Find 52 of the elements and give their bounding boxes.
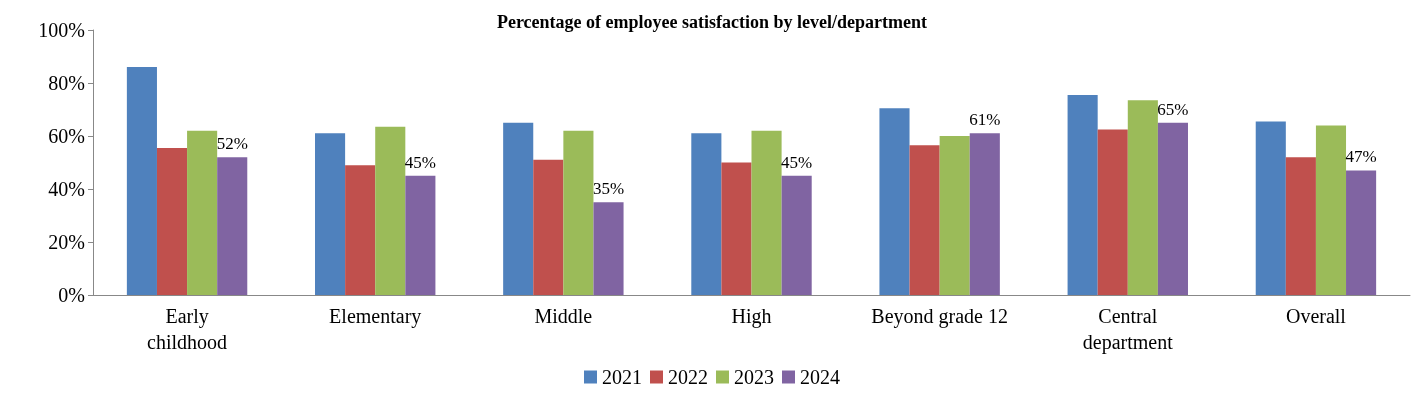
bar bbox=[879, 108, 910, 295]
y-tick-label: 60% bbox=[48, 125, 85, 147]
bar bbox=[375, 126, 406, 295]
data-label: 52% bbox=[216, 134, 248, 154]
y-tick-label: 40% bbox=[48, 178, 85, 200]
x-tick-label: Elementary bbox=[329, 305, 422, 328]
y-tick-label: 80% bbox=[48, 72, 85, 94]
x-tick-label: Central department bbox=[1082, 305, 1174, 354]
x-tick-label: High bbox=[731, 305, 772, 328]
bar bbox=[691, 133, 722, 295]
y-tick-label: 0% bbox=[58, 284, 85, 306]
bar bbox=[1346, 170, 1377, 295]
bar bbox=[1127, 100, 1158, 295]
bar bbox=[1157, 122, 1188, 295]
bar bbox=[1067, 94, 1098, 295]
data-label: 45% bbox=[781, 152, 813, 172]
bar bbox=[217, 157, 248, 295]
legend-label: 2024 bbox=[800, 366, 840, 388]
x-tick-label: Early childhood bbox=[147, 305, 228, 353]
legend-label: 2022 bbox=[668, 366, 708, 388]
y-tick-label: 100% bbox=[38, 19, 85, 41]
bar bbox=[533, 159, 564, 295]
bar bbox=[503, 122, 534, 295]
bar bbox=[345, 165, 376, 295]
data-label: 65% bbox=[1157, 99, 1189, 119]
legend-label: 2021 bbox=[602, 366, 642, 388]
bar bbox=[315, 133, 346, 295]
bar bbox=[909, 145, 940, 295]
bar bbox=[1255, 121, 1286, 295]
bar bbox=[405, 175, 436, 295]
y-tick-label: 20% bbox=[48, 231, 85, 253]
bar bbox=[1097, 129, 1128, 295]
bar bbox=[939, 136, 970, 295]
data-label: 45% bbox=[404, 152, 436, 172]
chart-title: Percentage of employee satisfaction by level/department bbox=[496, 12, 928, 32]
data-label: 61% bbox=[969, 110, 1001, 130]
bar bbox=[969, 133, 1000, 295]
bar bbox=[1315, 125, 1347, 295]
bar bbox=[751, 130, 782, 295]
bar bbox=[126, 67, 157, 295]
bar bbox=[156, 147, 188, 295]
bar bbox=[781, 175, 812, 295]
bar bbox=[721, 162, 752, 295]
data-label: 35% bbox=[592, 179, 625, 199]
bar bbox=[1285, 157, 1316, 295]
bar bbox=[563, 130, 594, 295]
x-tick-label: Overall bbox=[1285, 305, 1347, 327]
x-tick-label: Beyond grade 12 bbox=[871, 305, 1008, 328]
legend-label: 2023 bbox=[734, 366, 774, 388]
bar bbox=[187, 130, 218, 295]
x-tick-label: Middle bbox=[534, 305, 593, 327]
bar bbox=[593, 202, 624, 295]
